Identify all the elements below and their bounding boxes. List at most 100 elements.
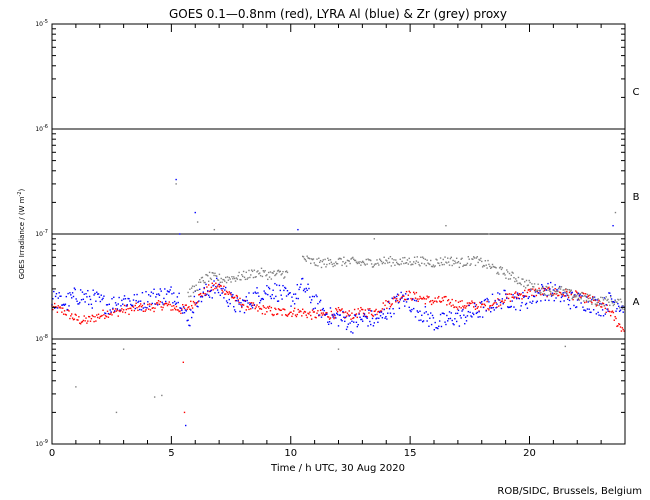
- data-point: [202, 292, 205, 295]
- data-point: [567, 296, 570, 299]
- data-point: [132, 299, 135, 301]
- data-point: [503, 272, 505, 275]
- data-point: [224, 280, 226, 282]
- data-point: [380, 260, 383, 263]
- data-point: [371, 314, 374, 317]
- data-point: [461, 310, 463, 312]
- data-point: [430, 312, 432, 314]
- data-point: [246, 278, 248, 280]
- data-point: [524, 287, 527, 289]
- data-point: [363, 314, 366, 316]
- data-point: [552, 289, 555, 291]
- data-point: [275, 273, 277, 276]
- data-point: [453, 306, 455, 309]
- data-point: [493, 266, 495, 268]
- data-point: [118, 296, 120, 299]
- data-point: [576, 299, 579, 301]
- data-point: [465, 320, 468, 322]
- data-point: [520, 283, 522, 286]
- data-point: [604, 313, 607, 315]
- data-point: [125, 305, 128, 307]
- data-point: [393, 296, 395, 298]
- data-point: [282, 284, 284, 287]
- data-point: [515, 278, 517, 280]
- data-point: [358, 313, 360, 315]
- data-point: [510, 305, 512, 308]
- data-point: [309, 296, 311, 298]
- data-point: [60, 307, 62, 309]
- data-point: [269, 295, 272, 298]
- data-point: [536, 290, 538, 293]
- data-point: [356, 262, 359, 265]
- data-point: [234, 310, 237, 313]
- data-point: [100, 294, 102, 296]
- data-point: [342, 311, 344, 314]
- data-point: [395, 298, 398, 300]
- data-point: [524, 303, 527, 306]
- data-point: [330, 310, 333, 313]
- data-point: [458, 325, 461, 327]
- data-point: [612, 301, 615, 303]
- data-point: [498, 305, 500, 307]
- data-point: [369, 320, 371, 323]
- data-point: [457, 309, 460, 312]
- data-point: [471, 258, 473, 260]
- data-point: [560, 293, 563, 296]
- data-point: [413, 307, 415, 310]
- data-point: [521, 298, 523, 300]
- data-point: [416, 298, 418, 300]
- data-point: [542, 290, 545, 293]
- data-point: [53, 307, 56, 309]
- data-point: [199, 278, 201, 281]
- y-tick-base: 10: [35, 441, 43, 448]
- data-point: [197, 289, 199, 291]
- data-point: [497, 298, 499, 300]
- data-point: [455, 312, 457, 315]
- data-point: [398, 307, 401, 310]
- data-point: [543, 289, 546, 292]
- data-point: [565, 288, 567, 291]
- data-point: [526, 284, 529, 287]
- data-point: [167, 303, 170, 305]
- data-point: [351, 312, 353, 314]
- data-point: [288, 312, 290, 315]
- data-point: [284, 270, 287, 273]
- data-point: [387, 300, 390, 303]
- data-point: [66, 308, 68, 311]
- data-point: [338, 309, 341, 311]
- data-point: [165, 302, 167, 305]
- data-point: [402, 295, 404, 297]
- data-point: [164, 288, 166, 290]
- data-point: [271, 294, 273, 296]
- data-point: [243, 299, 246, 302]
- data-point: [385, 315, 387, 318]
- data-point: [389, 312, 392, 314]
- data-point: [322, 312, 324, 314]
- data-point: [345, 315, 348, 317]
- data-point: [459, 314, 461, 317]
- data-point: [127, 307, 129, 310]
- data-point: [281, 314, 283, 316]
- data-point: [130, 303, 132, 306]
- data-point: [575, 296, 577, 298]
- data-point: [370, 313, 373, 316]
- data-point: [623, 330, 625, 332]
- data-point: [558, 287, 560, 289]
- data-point: [420, 256, 422, 258]
- data-point: [425, 264, 427, 267]
- data-point: [378, 258, 381, 260]
- data-point: [518, 297, 521, 300]
- data-point: [608, 301, 610, 303]
- data-point: [366, 263, 368, 265]
- data-point: [611, 310, 614, 312]
- data-point: [614, 299, 616, 302]
- data-point: [369, 259, 371, 261]
- data-point: [425, 311, 427, 313]
- data-point: [410, 310, 412, 313]
- data-point: [525, 295, 528, 298]
- data-point: [150, 291, 153, 293]
- data-point: [286, 271, 289, 274]
- data-point: [472, 258, 474, 260]
- data-point: [600, 296, 602, 299]
- data-point: [247, 277, 249, 279]
